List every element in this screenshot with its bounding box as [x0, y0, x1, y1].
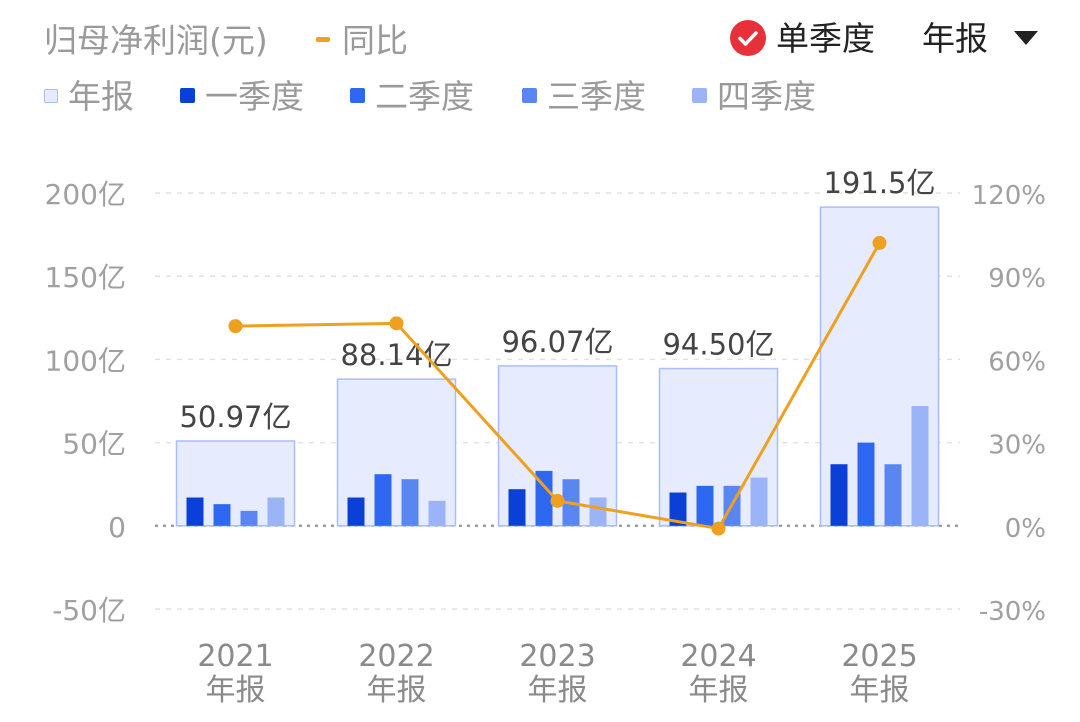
legend-item-annual[interactable]: 年报 — [44, 70, 134, 118]
legend-yoy: 同比 — [316, 14, 408, 62]
quarter-bar-q2 — [535, 470, 553, 526]
legend-item-q2[interactable]: 二季度 — [350, 70, 474, 118]
quarter-bar-q2 — [213, 504, 231, 526]
quarter-bar-q3 — [884, 464, 902, 526]
single-quarter-label: 单季度 — [776, 19, 875, 58]
y-tick-label-right: 90% — [988, 264, 1046, 294]
metric-title: 归母净利润(元) — [44, 21, 268, 60]
y-tick-label-left: 50亿 — [62, 428, 126, 461]
quarter-bar-q1 — [669, 492, 687, 526]
y-tick-label-left: 150亿 — [45, 261, 126, 294]
check-icon — [730, 19, 766, 56]
quarter-bar-q4 — [589, 497, 607, 526]
chevron-down-icon — [1014, 30, 1038, 45]
legend-label: 一季度 — [205, 77, 304, 116]
legend-swatch — [522, 88, 537, 103]
legend-label: 四季度 — [717, 77, 816, 116]
legend-swatch — [180, 88, 195, 103]
quarter-bar-q2 — [857, 442, 875, 526]
x-tick-sublabel: 年报 — [528, 673, 588, 708]
x-tick-sublabel: 年报 — [206, 673, 266, 708]
legend-swatch — [44, 88, 58, 103]
x-tick-label: 2022 — [358, 639, 434, 674]
quarter-bar-q2 — [696, 485, 714, 526]
x-tick-label: 2024 — [680, 639, 756, 674]
legend-yoy-label: 同比 — [342, 21, 408, 60]
y-tick-label-right: 0% — [1005, 514, 1046, 544]
yoy-point — [228, 319, 243, 334]
annual-value-label: 191.5亿 — [823, 166, 935, 200]
x-tick-label: 2023 — [519, 639, 595, 674]
y-tick-label-left: 0 — [108, 511, 126, 544]
y-tick-label-right: -30% — [979, 597, 1046, 627]
y-tick-label-left: 100亿 — [45, 344, 126, 377]
quarter-bar-q1 — [347, 497, 365, 526]
quarter-bar-q4 — [750, 477, 768, 526]
x-tick-label: 2021 — [197, 639, 273, 674]
legend-item-q4[interactable]: 四季度 — [692, 70, 816, 118]
y-tick-label-right: 30% — [988, 431, 1046, 461]
x-tick-sublabel: 年报 — [850, 673, 910, 708]
y-tick-label-left: -50亿 — [52, 594, 126, 627]
x-tick-label: 2025 — [841, 639, 917, 674]
period-dropdown[interactable]: 年报 — [922, 12, 1038, 60]
legend-item-q3[interactable]: 三季度 — [522, 70, 646, 118]
yoy-point — [872, 235, 887, 250]
yoy-point — [711, 521, 726, 536]
quarter-bar-q1 — [186, 497, 204, 526]
y-tick-label-right: 60% — [988, 347, 1046, 377]
legend-label: 二季度 — [375, 77, 474, 116]
quarter-bar-q1 — [830, 464, 848, 526]
annual-value-label: 50.97亿 — [179, 400, 291, 434]
quarter-bar-q3 — [401, 479, 419, 526]
quarter-bar-q4 — [428, 500, 446, 526]
quarter-bar-q4 — [911, 405, 929, 526]
x-tick-sublabel: 年报 — [367, 673, 427, 708]
x-tick-sublabel: 年报 — [689, 673, 749, 708]
legend-label: 三季度 — [547, 77, 646, 116]
chart-header: 归母净利润(元) 同比 单季度 年报 — [0, 0, 1080, 70]
period-dropdown-value: 年报 — [922, 19, 988, 58]
annual-value-label: 96.07亿 — [501, 325, 613, 359]
legend-label: 年报 — [68, 77, 134, 116]
legend-swatch — [350, 88, 365, 103]
y-tick-label-left: 200亿 — [45, 178, 126, 211]
legend-item-q1[interactable]: 一季度 — [180, 70, 304, 118]
quarter-bar-q3 — [240, 510, 258, 526]
single-quarter-toggle[interactable]: 单季度 — [730, 12, 875, 60]
yoy-point — [550, 493, 565, 508]
legend-swatch — [692, 88, 707, 103]
yoy-line-swatch — [316, 37, 330, 42]
y-tick-label-right: 120% — [972, 181, 1046, 211]
quarter-bar-q2 — [374, 474, 392, 526]
yoy-point — [389, 316, 404, 331]
annual-value-label: 94.50亿 — [662, 328, 774, 362]
quarter-bar-q1 — [508, 489, 526, 526]
quarter-bar-q4 — [267, 497, 285, 526]
